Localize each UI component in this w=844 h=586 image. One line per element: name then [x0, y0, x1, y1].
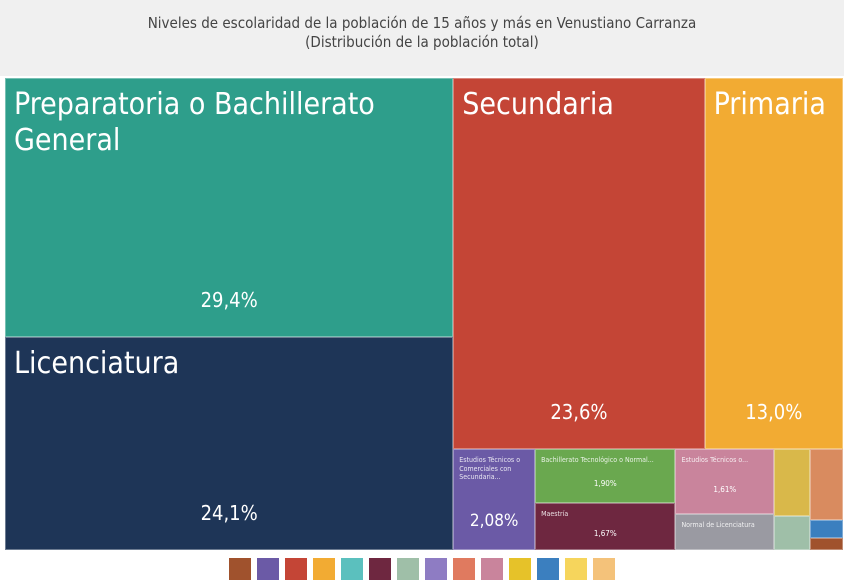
- cell-value: 2,08%: [469, 510, 519, 531]
- icon[interactable]: [229, 558, 251, 580]
- icon[interactable]: [453, 558, 475, 580]
- treemap-cell: [774, 449, 810, 517]
- cell-value: 29,4%: [200, 288, 258, 313]
- icon[interactable]: [285, 558, 307, 580]
- cell-value: 1,67%: [593, 529, 617, 539]
- cell-value: 1,90%: [593, 479, 617, 489]
- treemap-cell: Bachillerato Tecnológico o Normal... 1,90…: [535, 449, 676, 503]
- treemap-cell: Normal de Licenciatura: [675, 513, 775, 550]
- cell-value: 1,61%: [713, 484, 737, 494]
- cell-label: Licenciatura: [14, 346, 180, 382]
- icon[interactable]: [257, 558, 279, 580]
- treemap-cell: Licenciatura 24,1%: [5, 337, 454, 550]
- treemap-cell: [774, 516, 810, 550]
- cell-label: Estudios Técnicos o Comerciales con Secu…: [459, 456, 521, 482]
- icon[interactable]: [593, 558, 615, 580]
- icon[interactable]: [369, 558, 391, 580]
- treemap-cell: [809, 449, 843, 521]
- chart-subtitle: (Distribución de la población total): [305, 33, 539, 51]
- icon[interactable]: [341, 558, 363, 580]
- cell-value: 24,1%: [200, 500, 258, 525]
- chart-title: Niveles de escolaridad de la población d…: [147, 14, 697, 32]
- icon[interactable]: [537, 558, 559, 580]
- treemap-cell: Secundaria 23,6%: [453, 78, 705, 450]
- icon[interactable]: [481, 558, 503, 580]
- cell-label: Preparatoria o Bachillerato General: [14, 87, 375, 158]
- cell-value: 13,0%: [745, 400, 803, 425]
- treemap: Preparatoria o Bachillerato General 29,4%…: [5, 78, 843, 550]
- treemap-cell: Primaria 13,0%: [704, 78, 843, 450]
- treemap-cell: [809, 538, 843, 550]
- cell-label: Secundaria: [462, 87, 614, 122]
- treemap-cell: Maestría 1,67%: [535, 502, 676, 550]
- cell-label: Primaria: [713, 87, 826, 122]
- treemap-cell: Preparatoria o Bachillerato General 29,4%: [5, 78, 454, 338]
- icon[interactable]: [425, 558, 447, 580]
- treemap-cell: Estudios Técnicos o... 1,61%: [675, 449, 775, 514]
- cell-value: 23,6%: [550, 400, 608, 425]
- cell-label: Normal de Licenciatura: [681, 520, 755, 529]
- treemap-cell: [809, 520, 843, 539]
- icon-bar: [0, 552, 844, 586]
- icon[interactable]: [565, 558, 587, 580]
- header: Niveles de escolaridad de la población d…: [0, 0, 844, 76]
- cell-label: Maestría: [541, 509, 569, 518]
- treemap-cell: Estudios Técnicos o Comerciales con Secu…: [453, 449, 536, 550]
- icon[interactable]: [313, 558, 335, 580]
- icon[interactable]: [509, 558, 531, 580]
- cell-label: Bachillerato Tecnológico o Normal...: [541, 456, 654, 465]
- icon[interactable]: [397, 558, 419, 580]
- cell-label: Estudios Técnicos o...: [681, 456, 749, 465]
